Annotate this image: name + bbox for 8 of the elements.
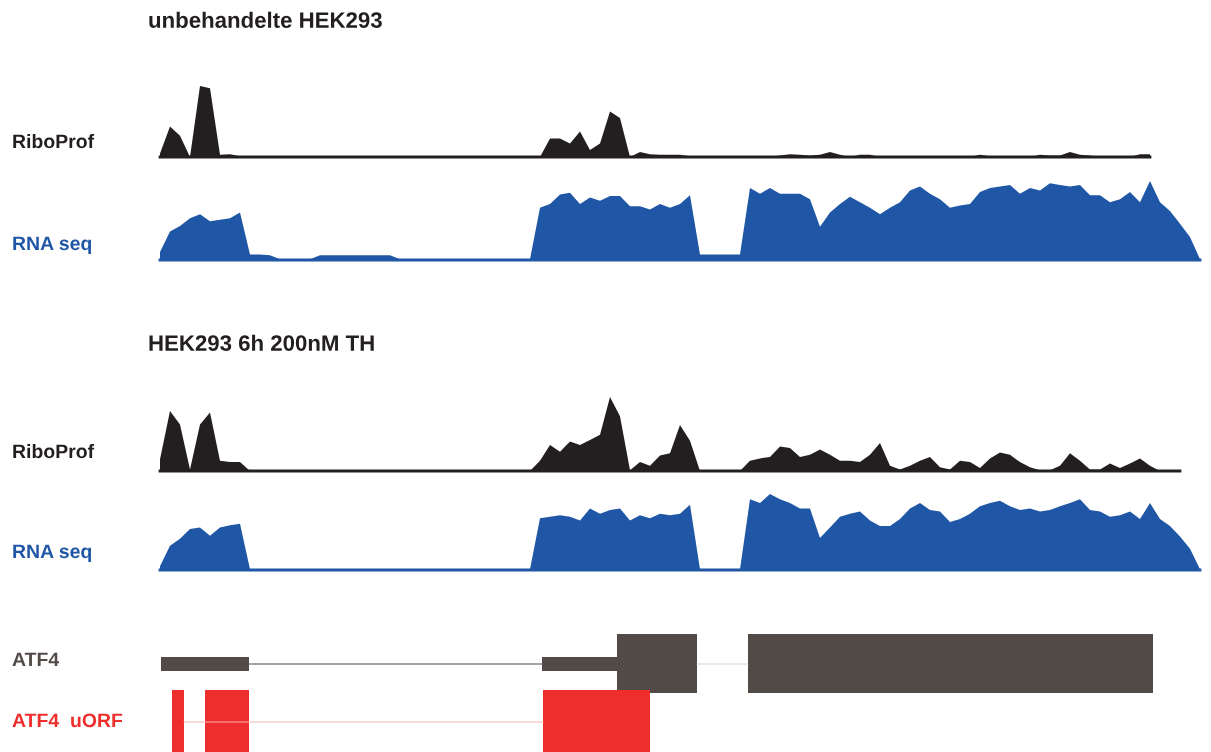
text: ATF4 uORF — [12, 713, 123, 728]
y-axis-title: RiboProf — [13, 443, 95, 459]
y-axis-title: RiboProf — [13, 133, 95, 149]
chart-title: unbehandelte HEK293 — [149, 11, 382, 28]
chart-title: HEK293 6h 200nM TH — [149, 334, 374, 351]
text: ATF4 — [12, 652, 60, 667]
y-axis-title: RNA seq — [13, 544, 91, 563]
y-axis-title: RNA seq — [13, 236, 91, 255]
